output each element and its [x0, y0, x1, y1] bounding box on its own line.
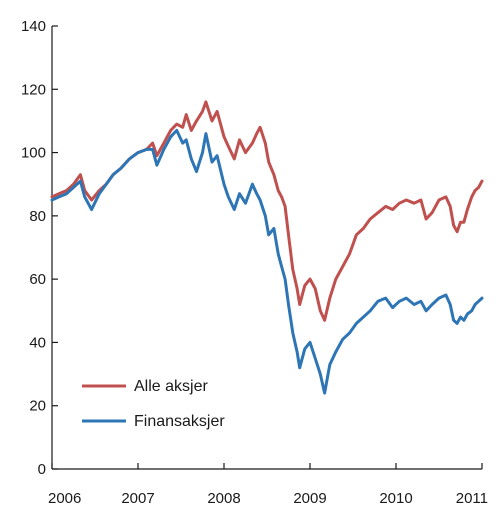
x-tick-label: 2006	[48, 490, 81, 507]
legend-label-alle-aksjer: Alle aksjer	[134, 378, 208, 395]
y-tick-label: 80	[29, 208, 46, 225]
y-tick-label: 0	[38, 461, 46, 478]
x-axis: 2006 2007 2008 2009 2010 2011	[48, 463, 488, 507]
x-tick-label: 2009	[293, 490, 326, 507]
series-layer	[50, 100, 484, 395]
y-tick-label: 120	[21, 81, 46, 98]
x-tick-label: 2008	[207, 490, 240, 507]
y-axis: 0 20 40 60 80 100 120 140	[21, 18, 58, 478]
x-tick-label: 2011	[456, 490, 488, 507]
series-line-alle-aksjer	[50, 100, 484, 322]
x-tick-label: 2007	[121, 490, 154, 507]
x-tick-label: 2010	[379, 490, 412, 507]
y-tick-label: 60	[29, 271, 46, 288]
y-tick-label: 20	[29, 398, 46, 415]
y-tick-label: 40	[29, 334, 46, 351]
series-line-finansaksjer	[50, 128, 484, 395]
legend-label-finansaksjer: Finansaksjer	[134, 413, 225, 430]
y-tick-label: 140	[21, 18, 46, 35]
y-tick-label: 100	[21, 145, 46, 162]
legend: Alle aksjer Finansaksjer	[82, 378, 225, 430]
